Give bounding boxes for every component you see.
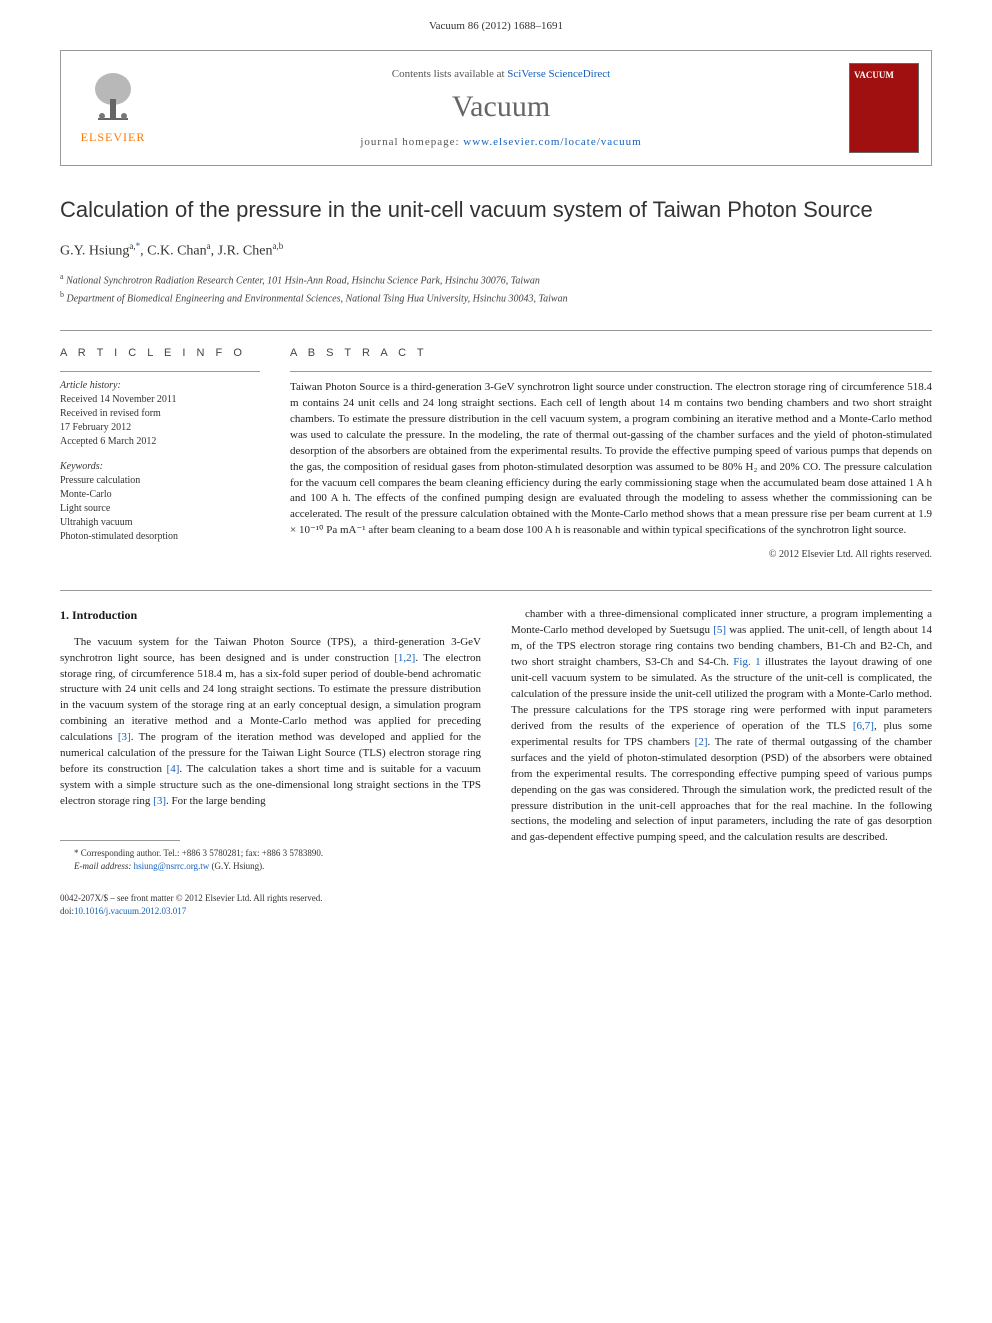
doi-link[interactable]: 10.1016/j.vacuum.2012.03.017 — [74, 906, 186, 916]
author-3: , J.R. Chen — [211, 243, 273, 258]
keyword-2: Monte-Carlo — [60, 488, 260, 502]
keyword-3: Light source — [60, 502, 260, 516]
affiliations: a National Synchrotron Radiation Researc… — [60, 271, 932, 306]
info-divider-1 — [60, 371, 260, 372]
article-title: Calculation of the pressure in the unit-… — [60, 196, 932, 225]
email-suffix: (G.Y. Hsiung). — [209, 861, 264, 871]
affil-a-text: National Synchrotron Radiation Research … — [66, 276, 540, 287]
info-abstract-row: A R T I C L E I N F O Article history: R… — [60, 347, 932, 560]
homepage-line: journal homepage: www.elsevier.com/locat… — [153, 136, 849, 148]
article-info-heading: A R T I C L E I N F O — [60, 347, 260, 359]
publisher-logo: ELSEVIER — [73, 63, 153, 153]
author-1: G.Y. Hsiung — [60, 243, 129, 258]
doi-label: doi: — [60, 906, 74, 916]
journal-title: Vacuum — [153, 90, 849, 124]
contents-available-line: Contents lists available at SciVerse Sci… — [153, 68, 849, 80]
divider-bottom — [60, 590, 932, 591]
ref-link[interactable]: [6,7] — [853, 720, 874, 732]
intro-para-left: The vacuum system for the Taiwan Photon … — [60, 635, 481, 810]
masthead-center: Contents lists available at SciVerse Sci… — [153, 68, 849, 148]
authors-line: G.Y. Hsiunga,*, C.K. Chana, J.R. Chena,b — [60, 241, 932, 260]
ref-link[interactable]: [3] — [118, 731, 131, 743]
abstract-copyright: © 2012 Elsevier Ltd. All rights reserved… — [290, 549, 932, 560]
keyword-5: Photon-stimulated desorption — [60, 530, 260, 544]
affil-b-sup: b — [60, 290, 64, 299]
intro-para-right: chamber with a three-dimensional complic… — [511, 607, 932, 846]
keywords-label: Keywords: — [60, 461, 260, 472]
keyword-1: Pressure calculation — [60, 474, 260, 488]
masthead: ELSEVIER Contents lists available at Sci… — [60, 50, 932, 166]
body-two-column: 1. Introduction The vacuum system for th… — [60, 607, 932, 872]
sciencedirect-link[interactable]: SciVerse ScienceDirect — [507, 68, 610, 80]
abstract-text: Taiwan Photon Source is a third-generati… — [290, 380, 932, 539]
email-footnote: E-mail address: hsiung@nsrrc.org.tw (G.Y… — [60, 860, 481, 873]
author-2: , C.K. Chan — [140, 243, 207, 258]
elsevier-tree-icon — [88, 71, 138, 126]
divider-top — [60, 330, 932, 331]
abstract-column: A B S T R A C T Taiwan Photon Source is … — [290, 347, 932, 560]
page-footer: 0042-207X/$ – see front matter © 2012 El… — [60, 892, 932, 917]
ref-link[interactable]: [2] — [695, 736, 708, 748]
email-label: E-mail address: — [74, 861, 134, 871]
issn-line: 0042-207X/$ – see front matter © 2012 El… — [60, 892, 932, 905]
ref-link[interactable]: [5] — [713, 624, 726, 636]
author-3-affil: a,b — [272, 241, 283, 251]
publisher-name: ELSEVIER — [81, 130, 146, 145]
homepage-prefix: journal homepage: — [360, 136, 463, 148]
affiliation-a: a National Synchrotron Radiation Researc… — [60, 271, 932, 288]
abstract-divider — [290, 371, 932, 372]
affil-b-text: Department of Biomedical Engineering and… — [67, 293, 568, 304]
affiliation-b: b Department of Biomedical Engineering a… — [60, 289, 932, 306]
history-revised-1: Received in revised form — [60, 407, 260, 421]
history-label: Article history: — [60, 380, 260, 391]
homepage-link[interactable]: www.elsevier.com/locate/vacuum — [463, 136, 641, 148]
ref-link[interactable]: [1,2] — [394, 652, 415, 664]
history-received: Received 14 November 2011 — [60, 393, 260, 407]
journal-cover-thumb: VACUUM — [849, 63, 919, 153]
body-left-column: 1. Introduction The vacuum system for th… — [60, 607, 481, 872]
email-link[interactable]: hsiung@nsrrc.org.tw — [134, 861, 210, 871]
footnote-separator — [60, 840, 180, 841]
article-info-column: A R T I C L E I N F O Article history: R… — [60, 347, 260, 560]
abstract-heading: A B S T R A C T — [290, 347, 932, 359]
ref-link[interactable]: [4] — [167, 763, 180, 775]
doi-line: doi:10.1016/j.vacuum.2012.03.017 — [60, 905, 932, 918]
affil-a-sup: a — [60, 272, 64, 281]
keyword-4: Ultrahigh vacuum — [60, 516, 260, 530]
corresponding-author-footnote: * Corresponding author. Tel.: +886 3 578… — [60, 847, 481, 860]
history-revised-2: 17 February 2012 — [60, 421, 260, 435]
section-1-heading: 1. Introduction — [60, 607, 481, 624]
page-header-citation: Vacuum 86 (2012) 1688–1691 — [0, 0, 992, 42]
contents-prefix: Contents lists available at — [392, 68, 507, 80]
body-right-column: chamber with a three-dimensional complic… — [511, 607, 932, 872]
ref-link[interactable]: [3] — [153, 795, 166, 807]
history-accepted: Accepted 6 March 2012 — [60, 435, 260, 449]
ref-link[interactable]: Fig. 1 — [733, 656, 760, 668]
